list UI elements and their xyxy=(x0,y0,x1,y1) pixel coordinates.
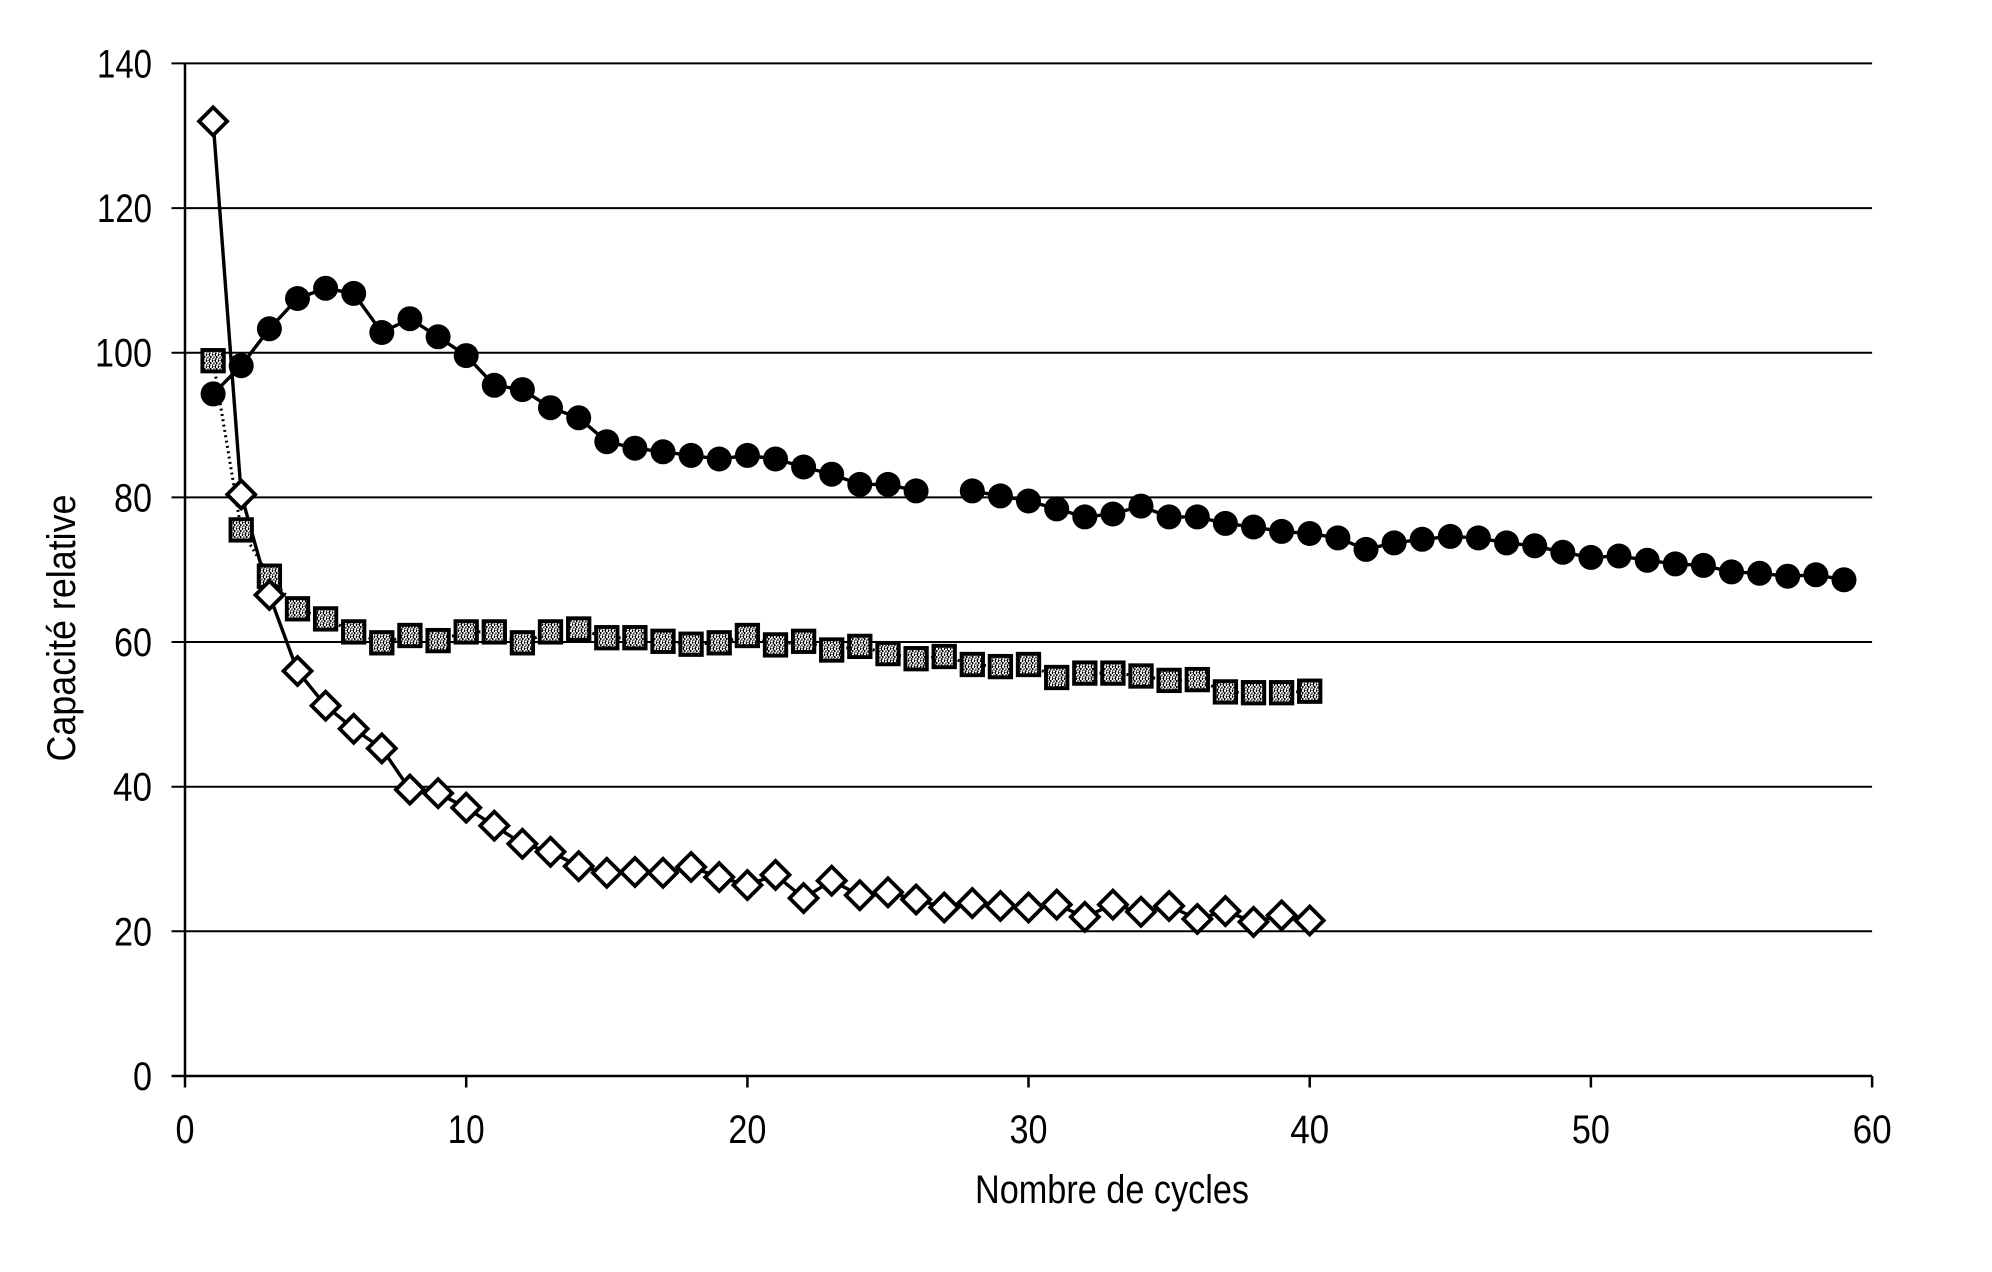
svg-text:60: 60 xyxy=(114,621,152,665)
svg-text:Capacité relative: Capacité relative xyxy=(40,495,84,762)
svg-text:80: 80 xyxy=(114,476,152,520)
svg-text:140: 140 xyxy=(97,42,152,86)
svg-text:100: 100 xyxy=(95,332,152,376)
svg-text:0: 0 xyxy=(176,1108,195,1152)
svg-text:60: 60 xyxy=(1853,1108,1892,1152)
svg-text:30: 30 xyxy=(1010,1108,1048,1152)
svg-text:120: 120 xyxy=(97,187,152,231)
svg-text:0: 0 xyxy=(133,1055,152,1099)
svg-text:10: 10 xyxy=(448,1108,485,1152)
svg-text:20: 20 xyxy=(114,910,152,954)
svg-text:40: 40 xyxy=(1290,1108,1329,1152)
svg-text:40: 40 xyxy=(113,766,152,810)
svg-text:50: 50 xyxy=(1572,1108,1610,1152)
svg-text:Nombre de cycles: Nombre de cycles xyxy=(975,1168,1249,1212)
svg-text:20: 20 xyxy=(728,1108,766,1152)
